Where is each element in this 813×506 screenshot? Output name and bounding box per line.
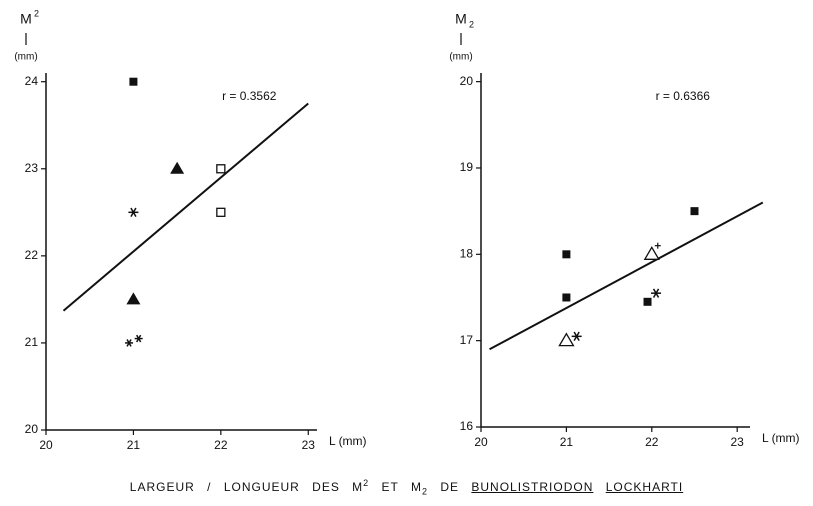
x-tick-label: 23 [731,435,745,449]
regression-line [62,102,309,312]
point [129,77,138,86]
point [643,297,652,306]
point [562,293,571,302]
caption-text: ET M [381,480,422,494]
point-stroke [573,331,580,342]
caption-text: DE [440,480,460,494]
x-tick-label: 20 [39,438,53,452]
point [654,242,661,249]
y-tick-label: 20 [25,422,39,436]
point [128,207,139,218]
annotation: r = 0.6366 [656,89,711,103]
point [216,164,226,174]
caption-text: LARGEUR / LONGUEUR DES M [129,480,364,494]
y-tick-label: 18 [460,246,474,260]
y-axis-unit: (mm) [14,52,37,63]
y-tick-label: 24 [25,74,39,88]
y-axis-unit: (mm) [449,52,472,63]
y-tick-label: 16 [460,419,474,433]
x-axis-label: L (mm) [329,434,367,448]
point [562,250,571,259]
caption: LARGEUR / LONGUEUR DES M2 ET M2 DE BUNOL… [0,478,813,496]
point [216,207,226,217]
point [125,339,134,347]
point [651,288,662,298]
point-stroke [130,207,137,218]
x-tick-label: 21 [127,438,141,452]
point [558,332,575,347]
x-tick-label: 22 [214,438,228,452]
caption-genus: BUNOLISTRIODON [471,480,594,494]
x-tick-label: 22 [645,435,659,449]
point [643,246,660,260]
x-tick-label: 23 [302,438,316,452]
caption-sub: 2 [421,486,428,497]
y-tick-label: 19 [460,160,474,174]
point [126,292,141,305]
point [571,331,582,342]
y-tick-label: 22 [25,248,39,262]
y-axis-label-index: 2 [34,8,39,18]
y-tick-label: 17 [460,333,474,347]
point [170,161,185,174]
x-axis-label: L (mm) [762,431,800,445]
regression-line [489,201,764,351]
point [690,207,699,216]
y-axis-label: M [455,11,467,27]
y-tick-label: 20 [460,74,474,88]
caption-sup: 2 [363,478,370,488]
annotation: r = 0.3562 [222,89,277,103]
x-tick-label: 21 [560,435,574,449]
point-stroke [652,288,660,298]
y-axis-label-index: 2 [469,19,474,29]
y-axis-label: M [20,11,32,27]
y-tick-label: 21 [25,335,39,349]
caption-species: LOCKHARTI [605,480,684,494]
point [134,334,143,343]
y-tick-label: 23 [25,161,39,175]
x-tick-label: 20 [474,435,488,449]
point-stroke [136,334,142,343]
point-stroke [126,339,132,347]
